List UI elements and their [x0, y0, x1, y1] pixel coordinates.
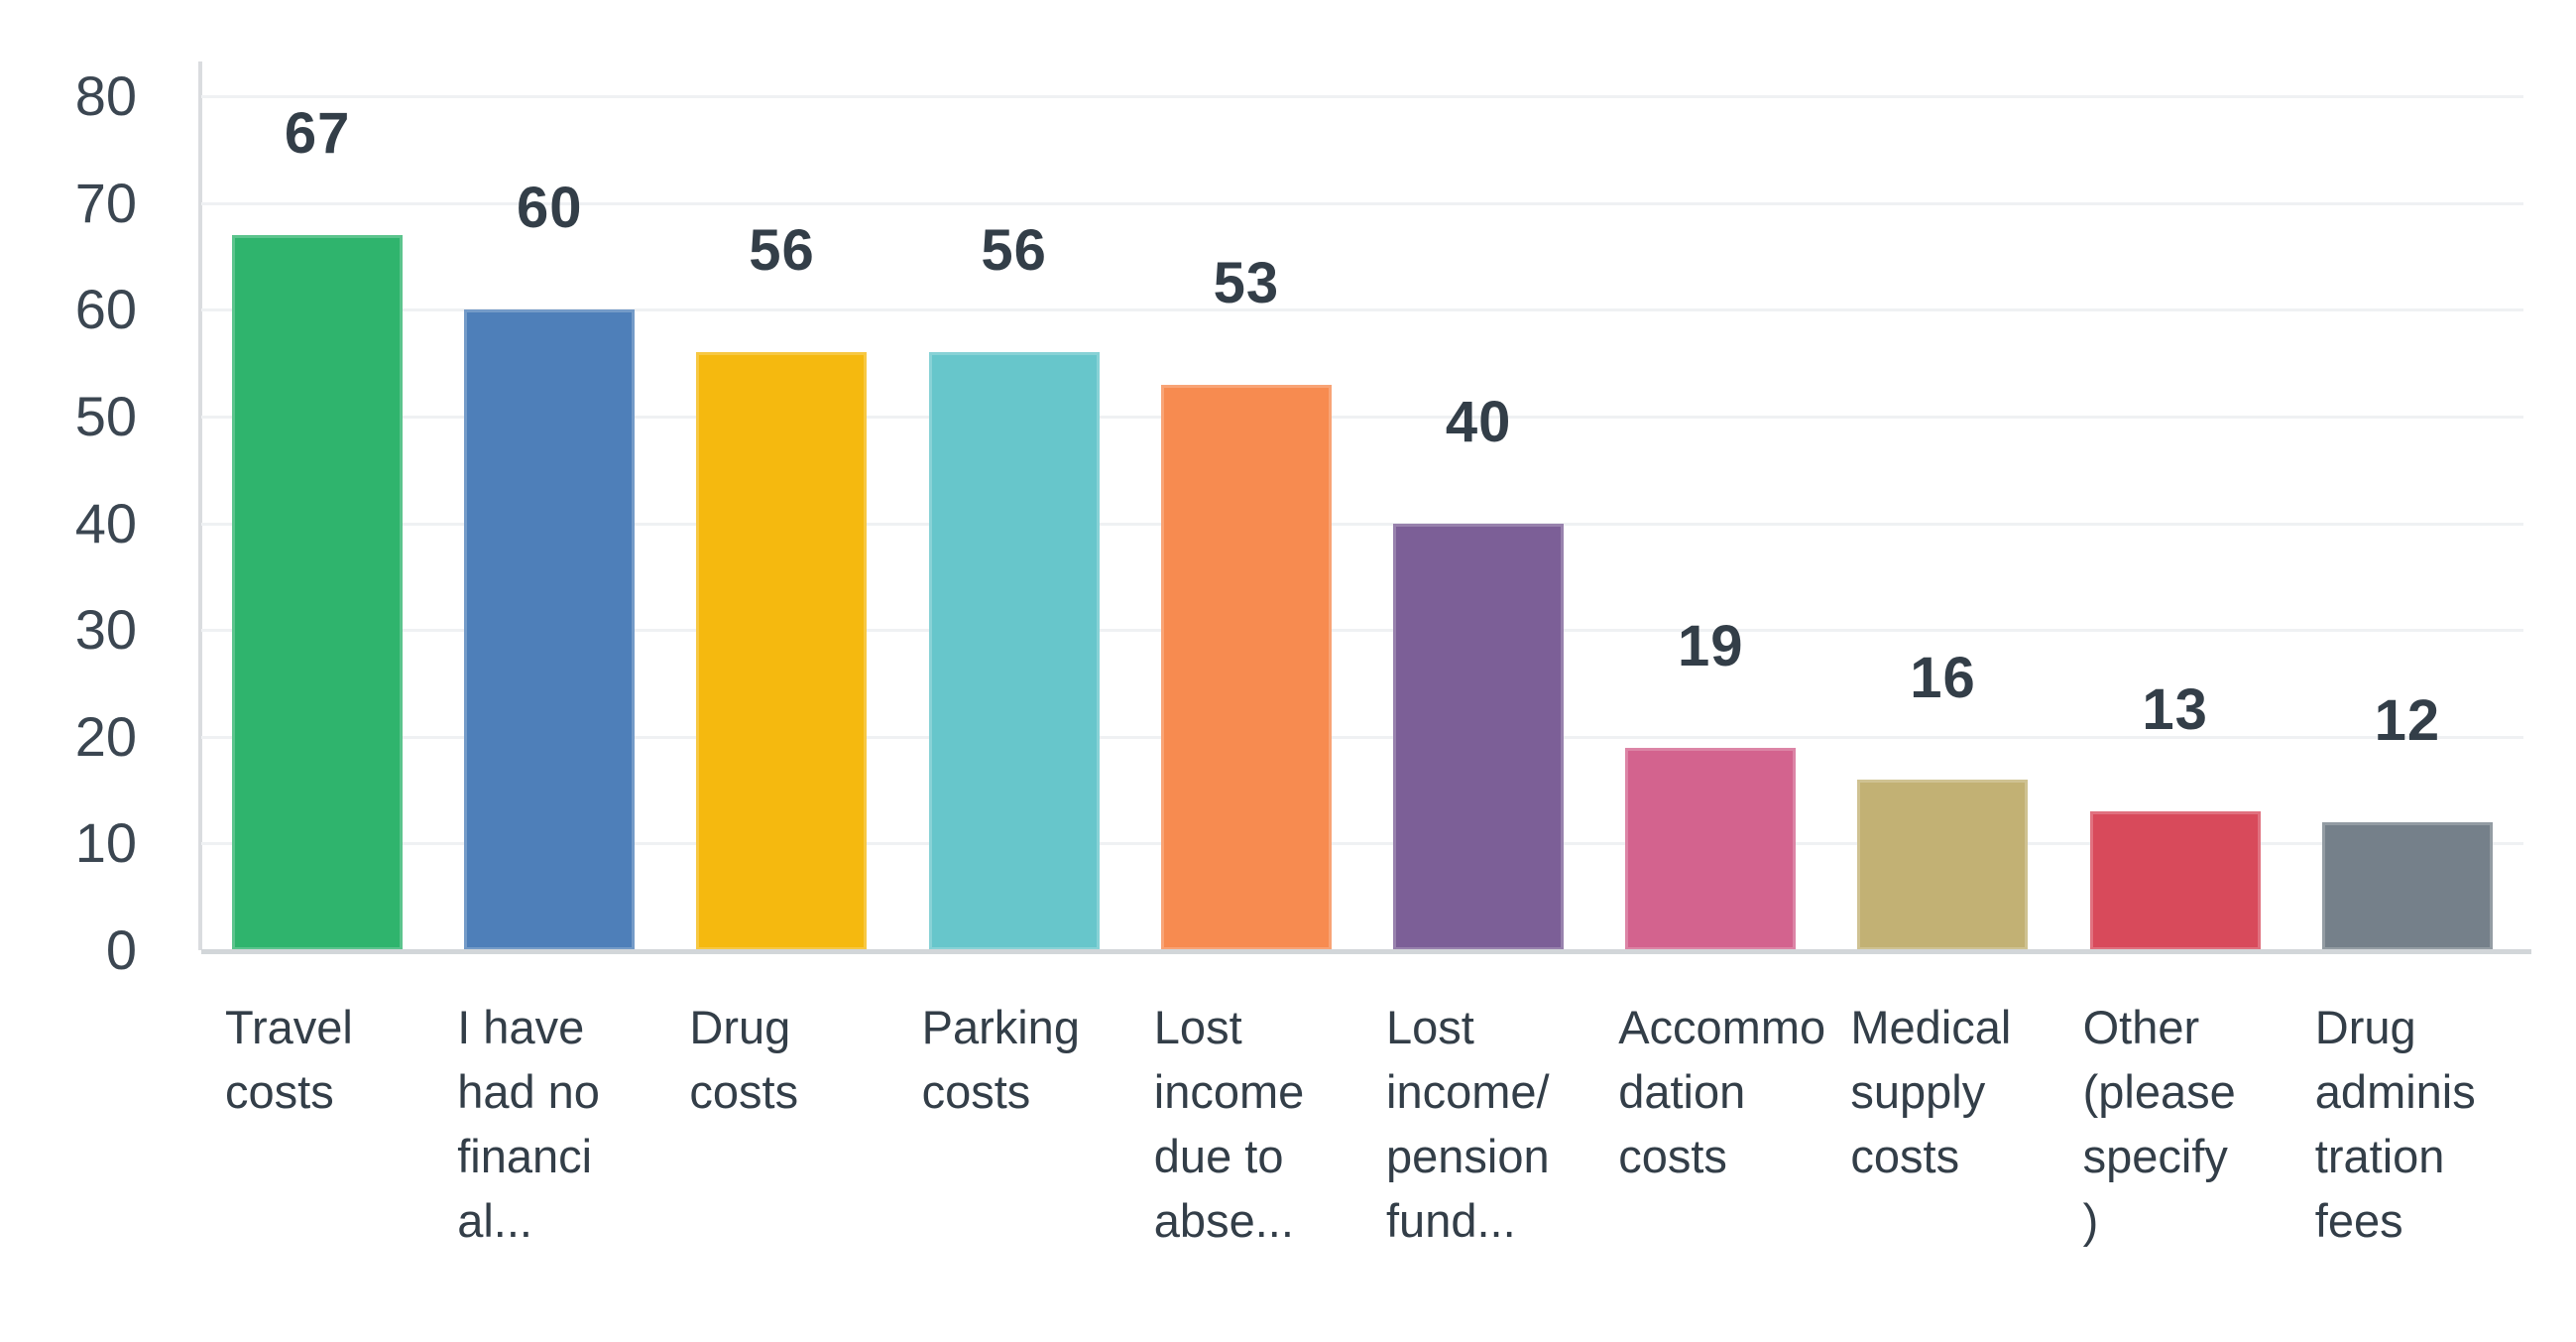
bar-2	[464, 309, 636, 950]
x-axis-label-line: income/	[1386, 1065, 1550, 1118]
x-axis-label-8: Medical supply costs	[1850, 995, 2054, 1188]
x-axis-label-line: pension	[1386, 1130, 1550, 1182]
x-axis-label-line: )	[2082, 1194, 2099, 1247]
x-axis-label-line: costs	[1850, 1130, 1960, 1182]
bar-4	[928, 352, 1100, 950]
x-axis-label-line: had no	[457, 1065, 600, 1118]
plot-area: 67 60 56 56 53 40 19 16 13 12	[201, 61, 2523, 950]
bar-value-label-3: 56	[749, 218, 815, 284]
bar-value-label-4: 56	[981, 218, 1047, 284]
bar-value-label-6: 40	[1445, 389, 1512, 454]
x-axis-label-line: abse...	[1153, 1194, 1294, 1247]
x-axis-label-line: Medical	[1850, 1001, 2012, 1053]
bar-slot-5: 53	[1130, 61, 1362, 950]
x-axis-label-line: Accommo	[1618, 1001, 1826, 1053]
x-axis-label-line: dation	[1618, 1065, 1746, 1118]
y-tick-label-60: 60	[74, 278, 137, 341]
x-axis-label-line: Other	[2082, 1001, 2200, 1053]
x-axis-label-line: Lost	[1153, 1001, 1242, 1053]
bar-value-label-2: 60	[517, 176, 583, 241]
bar-value-label-10: 12	[2374, 687, 2441, 753]
x-axis-label-line: Parking	[921, 1001, 1080, 1053]
x-axis-label-line: income	[1153, 1065, 1305, 1118]
x-axis-label-line: costs	[921, 1065, 1031, 1118]
y-tick-label-20: 20	[74, 704, 137, 768]
x-axis-label-line: fees	[2314, 1194, 2403, 1247]
x-axis-label-line: tration	[2314, 1130, 2445, 1182]
x-axis-label-line: due to	[1153, 1130, 1284, 1182]
bar-5	[1160, 384, 1332, 950]
x-axis-label-6: Lost income/pension fund...	[1386, 995, 1590, 1253]
gridline-y-80	[201, 95, 2523, 98]
x-axis-label-line: Drug	[2314, 1001, 2416, 1053]
x-axis-label-9: Other (please specify)	[2083, 995, 2287, 1253]
bar-7	[1625, 747, 1797, 950]
bar-slot-3: 56	[665, 61, 897, 950]
x-axis-label-line: Travel	[225, 1001, 353, 1053]
bar-value-label-9: 13	[2142, 677, 2208, 743]
x-axis-label-line: (please	[2082, 1065, 2236, 1118]
bar-1	[232, 234, 404, 950]
bar-slot-8: 16	[1826, 61, 2058, 950]
bar-slot-4: 56	[898, 61, 1130, 950]
x-axis-label-line: financi	[457, 1130, 593, 1182]
x-axis-label-line: specify	[2082, 1130, 2228, 1182]
y-axis-line	[198, 61, 202, 950]
bar-slot-1: 67	[201, 61, 433, 950]
y-tick-label-50: 50	[74, 384, 137, 447]
y-tick-label-0: 0	[105, 918, 137, 981]
gridline-y-20	[201, 735, 2523, 739]
x-axis-label-line: fund...	[1386, 1194, 1516, 1247]
bar-value-label-5: 53	[1213, 250, 1280, 315]
x-axis-label-line: costs	[225, 1065, 334, 1118]
gridline-y-40	[201, 522, 2523, 526]
bar-value-label-1: 67	[284, 100, 351, 166]
bar-slot-10: 12	[2291, 61, 2523, 950]
x-axis-label-line: supply	[1850, 1065, 1986, 1118]
y-tick-label-10: 10	[74, 811, 137, 875]
bar-slot-6: 40	[1362, 61, 1594, 950]
x-axis-label-4: Parking costs	[922, 995, 1126, 1124]
bar-slot-2: 60	[433, 61, 665, 950]
x-axis-label-2: I have had no financi al...	[457, 995, 661, 1253]
y-tick-label-30: 30	[74, 598, 137, 662]
x-axis-baseline	[201, 949, 2531, 954]
y-tick-label-70: 70	[74, 171, 137, 234]
bar-3	[696, 352, 868, 950]
x-axis-label-1: Travel costs	[225, 995, 429, 1124]
gridline-y-30	[201, 629, 2523, 633]
x-axis-label-line: I have	[457, 1001, 585, 1053]
x-axis-label-line: Drug	[689, 1001, 791, 1053]
y-tick-label-80: 80	[74, 64, 137, 127]
x-axis-label-line: costs	[689, 1065, 799, 1118]
gridline-y-50	[201, 415, 2523, 419]
x-axis-label-5: Lost income due to abse...	[1154, 995, 1358, 1253]
bar-8	[1857, 779, 2029, 950]
bar-10	[2321, 821, 2493, 950]
x-axis-label-line: costs	[1618, 1130, 1727, 1182]
x-axis-label-line: Lost	[1386, 1001, 1474, 1053]
gridline-y-10	[201, 842, 2523, 846]
y-tick-label-40: 40	[74, 491, 137, 554]
gridline-y-60	[201, 308, 2523, 312]
x-axis-label-7: Accommo dation costs	[1618, 995, 1826, 1188]
bar-6	[1393, 523, 1565, 950]
bar-slot-7: 19	[1594, 61, 1826, 950]
bar-slot-9: 13	[2059, 61, 2291, 950]
x-axis-label-line: al...	[457, 1194, 532, 1247]
bar-9	[2089, 811, 2261, 950]
x-axis-label-10: Drug adminis tration fees	[2315, 995, 2519, 1253]
x-axis-label-line: adminis	[2314, 1065, 2476, 1118]
x-axis-label-3: Drug costs	[689, 995, 893, 1124]
bar-value-label-8: 16	[1910, 645, 1976, 710]
gridline-y-70	[201, 201, 2523, 205]
bar-value-label-7: 19	[1678, 613, 1744, 678]
